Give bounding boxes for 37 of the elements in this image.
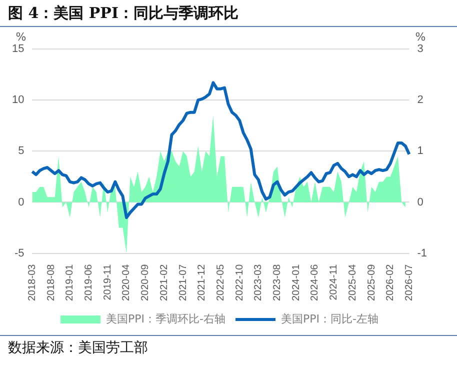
x-tick-label: 2018-08: [46, 264, 57, 302]
source-note: 数据来源：美国劳工部: [8, 339, 149, 357]
x-tick-label: 2024-11: [328, 264, 340, 300]
x-tick-label: 2020-09: [140, 264, 152, 302]
y-tick-label: 5: [18, 145, 24, 158]
legend-label: 美国PPI：季调环比-右轴: [106, 312, 226, 326]
x-tick-label: 2024-01: [290, 264, 302, 302]
x-tick-label: 2026-07: [404, 264, 415, 302]
y2-tick-label: 0: [417, 196, 424, 208]
x-tick-label: 2018-03: [26, 264, 38, 302]
x-tick-label: 2021-07: [178, 264, 189, 302]
x-tick-label: 2026-02: [385, 264, 396, 302]
x-tick-label: 2025-04: [347, 264, 358, 302]
y-axis-title: %: [16, 30, 26, 44]
x-tick-label: 2023-03: [253, 264, 264, 302]
legend-label: 美国PPI：同比-左轴: [281, 312, 378, 326]
y2-tick-label: -1: [417, 247, 427, 260]
y2-tick-label: 3: [417, 43, 424, 56]
x-tick-label: 2019-11: [102, 264, 114, 300]
y-tick-label: 15: [12, 43, 24, 56]
x-tick-label: 2023-08: [272, 264, 284, 302]
y-tick-label: 0: [18, 196, 24, 208]
x-tick-label: 2020-04: [121, 264, 132, 302]
x-tick-label: 2022-05: [215, 264, 226, 302]
x-tick-label: 2022-10: [234, 264, 246, 302]
x-tick-label: 2021-02: [158, 264, 170, 302]
y2-tick-label: 2: [417, 94, 424, 106]
x-tick-label: 2025-09: [366, 264, 378, 302]
chart-title: 图 4：美国 PPI：同比与季调环比: [0, 0, 457, 27]
x-tick-label: 2019-01: [64, 264, 76, 302]
y-tick-label: -5: [14, 247, 24, 260]
x-tick-label: 2019-06: [84, 264, 95, 302]
x-tick-label: 2024-06: [310, 264, 321, 302]
y-tick-label: 10: [12, 94, 24, 106]
x-tick-label: 2021-12: [196, 264, 208, 302]
y2-tick-label: 1: [417, 145, 424, 158]
y2-axis-title: %: [415, 30, 426, 44]
